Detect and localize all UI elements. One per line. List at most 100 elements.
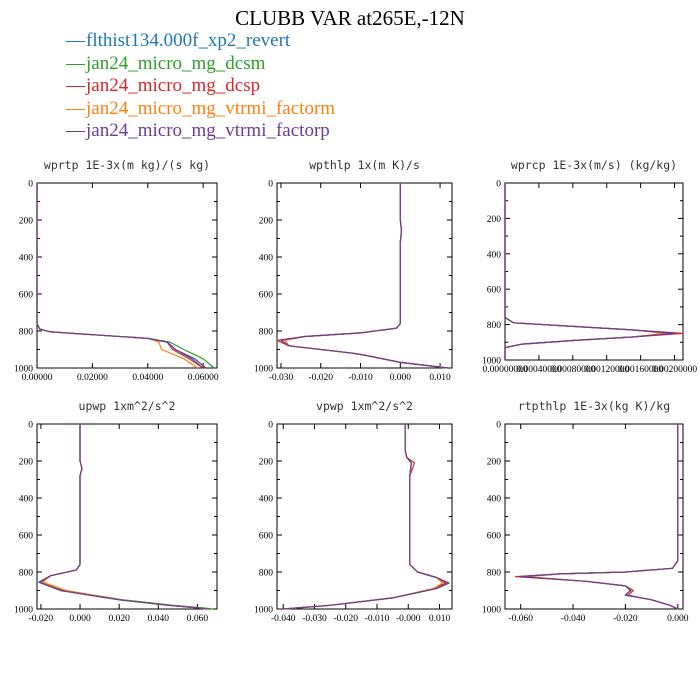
series-line	[36, 183, 215, 369]
x-tick-label: -0.010	[365, 614, 390, 624]
y-tick-label: 400	[19, 254, 34, 264]
subplot: vpwp 1xm^2/s^2 0 200 400 600 800 1000-0.040 -0.…	[254, 399, 453, 624]
x-tick-label: 0.020	[108, 614, 130, 624]
series-line	[280, 183, 449, 369]
y-tick-label: 1000	[254, 365, 273, 375]
y-tick-label: 600	[487, 532, 502, 542]
series-line	[38, 424, 208, 610]
plot-frame	[36, 182, 218, 369]
series-line	[283, 424, 444, 610]
plot-frame	[504, 423, 684, 610]
x-tick-label: -0.000	[396, 614, 421, 624]
y-tick-label: 800	[19, 569, 34, 579]
x-tick-label: 0.00000	[22, 373, 53, 383]
y-tick-label: 800	[487, 569, 502, 579]
series-line	[504, 183, 667, 360]
x-tick-label: -0.020	[308, 373, 333, 383]
plot-frame	[504, 182, 684, 361]
series-line	[40, 424, 214, 610]
subplot-title: rtpthlp 1E-3x(kg K)/kg	[518, 399, 670, 413]
subplot-title: vpwp 1xm^2/s^2	[316, 399, 413, 413]
plot-frame	[276, 182, 453, 369]
x-tick-label: 0.010	[429, 373, 451, 383]
legend-label: jan24_micro_mg_dcsm	[86, 52, 266, 74]
x-tick-label: 0.00080000	[550, 365, 595, 375]
x-tick-label: 0.00000000	[482, 365, 527, 375]
y-tick-label: 0	[268, 421, 273, 431]
series-line	[520, 424, 679, 610]
series-line	[38, 424, 208, 610]
series-line	[504, 183, 684, 360]
series-line	[280, 183, 449, 369]
figure-title: CLUBB VAR at265E,-12N	[235, 6, 465, 30]
x-tick-label: 0.000	[69, 614, 91, 624]
y-tick-label: 0	[28, 180, 33, 190]
subplot: upwp 1xm^2/s^2 0 200 400 600 800 1000-0.020 0.0…	[14, 399, 218, 624]
series-line	[276, 183, 449, 369]
y-tick-label: 1000	[482, 357, 501, 367]
series-line	[283, 424, 450, 610]
x-tick-label: 0.00040000	[516, 365, 561, 375]
plot-frame	[36, 423, 218, 610]
series-line	[38, 424, 208, 610]
y-tick-label: 0	[28, 421, 33, 431]
legend-label: jan24_micro_mg_vtrmi_factorp	[86, 120, 330, 141]
series-line	[504, 183, 676, 360]
legend: —flthist134.000f_xp2_revert —jan24_micro…	[66, 30, 335, 143]
y-tick-label: 600	[19, 532, 34, 542]
subplot: wprtp 1E-3x(m kg)/(s kg) 0 200 400 600 800 100…	[14, 158, 219, 383]
series-line	[283, 424, 447, 610]
y-tick-label: 600	[487, 286, 502, 296]
x-tick-label: -0.030	[269, 373, 294, 383]
x-tick-label: 0.06000	[188, 373, 219, 383]
series-line	[504, 183, 676, 360]
subplot: wprcp 1E-3x(m/s) (kg/kg) 0 200 400 600 800 100…	[482, 158, 697, 375]
y-tick-label: 400	[487, 250, 502, 260]
legend-item: —jan24_micro_mg_dcsp	[66, 75, 335, 98]
subplot-title: upwp 1xm^2/s^2	[79, 399, 176, 413]
y-tick-label: 800	[259, 328, 274, 338]
series-line	[36, 183, 204, 369]
y-tick-label: 0	[496, 421, 501, 431]
x-tick-label: 0.040	[148, 614, 170, 624]
series-line	[504, 183, 667, 360]
plot-frame	[276, 423, 453, 610]
y-tick-label: 800	[19, 328, 34, 338]
x-tick-label: 0.000	[390, 373, 412, 383]
y-tick-label: 200	[487, 458, 502, 468]
y-tick-label: 400	[487, 495, 502, 505]
legend-label: jan24_micro_mg_vtrmi_factorm	[86, 97, 336, 119]
y-tick-label: 400	[259, 254, 274, 264]
legend-item: —flthist134.000f_xp2_revert	[66, 30, 335, 53]
x-tick-label: 0.00200000	[652, 365, 697, 375]
subplot-title: wpthlp 1x(m K)/s	[309, 158, 420, 172]
series-line	[283, 424, 450, 610]
y-tick-label: 0	[268, 180, 273, 190]
y-tick-label: 400	[259, 495, 274, 505]
subplot: rtpthlp 1E-3x(kg K)/kg02004006008001000-…	[482, 399, 689, 624]
legend-label: flthist134.000f_xp2_revert	[86, 30, 291, 51]
y-tick-label: 1000	[14, 365, 33, 375]
x-tick-label: 0.060	[187, 614, 209, 624]
legend-item: —jan24_micro_mg_vtrmi_factorp	[66, 120, 335, 143]
x-tick-label: 0.00120000	[584, 365, 629, 375]
y-tick-label: 200	[487, 215, 502, 225]
x-tick-label: -0.020	[333, 614, 358, 624]
series-line	[284, 183, 449, 369]
series-line	[525, 424, 679, 610]
series-line	[514, 424, 679, 610]
x-tick-label: 0.010	[429, 614, 451, 624]
series-line	[284, 183, 449, 369]
series-line	[283, 424, 450, 610]
y-tick-label: 200	[19, 217, 34, 227]
y-tick-label: 0	[496, 180, 501, 190]
y-tick-label: 400	[19, 495, 34, 505]
x-tick-label: -0.040	[561, 614, 586, 624]
subplot-title: wprtp 1E-3x(m kg)/(s kg)	[44, 158, 210, 172]
x-tick-label: 0.02000	[77, 373, 108, 383]
x-tick-label: 0.00160000	[618, 365, 663, 375]
y-tick-label: 1000	[14, 606, 33, 616]
y-tick-label: 600	[19, 291, 34, 301]
y-tick-label: 200	[259, 217, 274, 227]
